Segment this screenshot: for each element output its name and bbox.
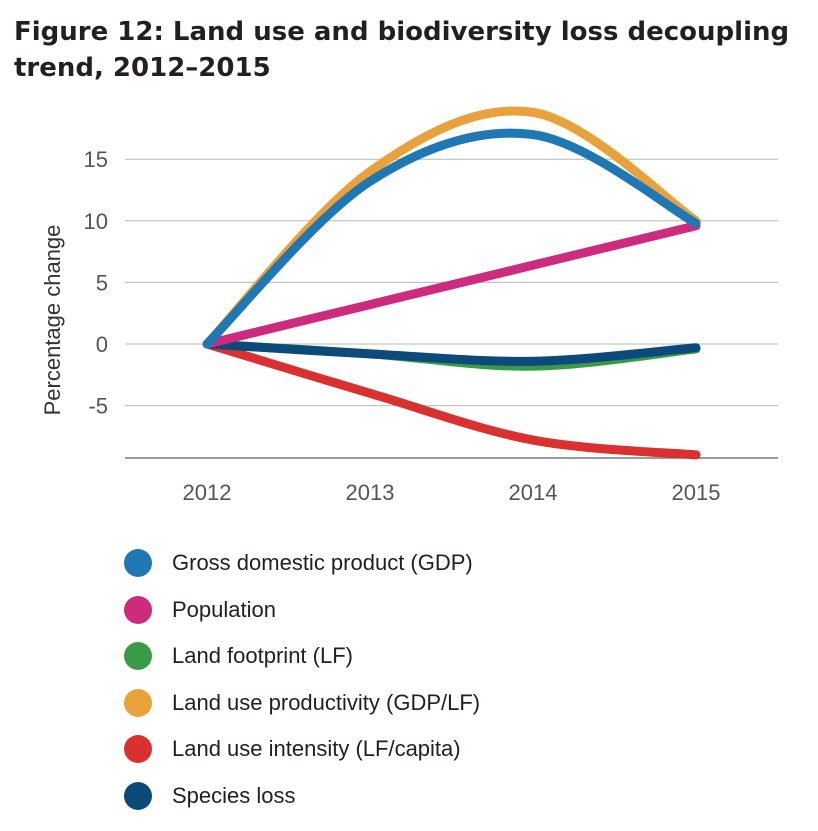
legend-label: Land use productivity (GDP/LF): [172, 689, 481, 715]
legend-label: Land use intensity (LF/capita): [172, 736, 461, 762]
y-axis-title: Percentage change: [40, 225, 65, 416]
series-line-4: [202, 339, 701, 460]
chart-title: Figure 12: Land use and biodiversity los…: [14, 17, 790, 83]
legend-swatch: [124, 642, 152, 671]
y-tick-label: 5: [96, 270, 108, 295]
legend-swatch: [124, 735, 152, 764]
y-tick-label: 10: [84, 209, 108, 234]
x-tick-label: 2013: [346, 480, 395, 505]
legend-label: Population: [172, 596, 276, 622]
legend-swatch: [124, 595, 152, 624]
legend-item: Population: [124, 587, 480, 634]
y-axis-ticks: 15 10 5 0 -5: [84, 147, 108, 418]
legend-item: Gross domestic product (GDP): [124, 540, 480, 587]
y-tick-label: 0: [96, 332, 108, 357]
y-tick-label: -5: [88, 394, 108, 419]
series-line-1: [202, 221, 701, 349]
x-axis-ticks: 2012 2013 2014 2015: [183, 480, 721, 505]
x-tick-label: 2014: [509, 480, 558, 505]
legend-item: Land footprint (LF): [124, 633, 480, 680]
legend-item: Land use intensity (LF/capita): [124, 726, 480, 773]
x-tick-label: 2015: [672, 480, 721, 505]
y-tick-label: 15: [84, 147, 108, 172]
legend-item: Species loss: [124, 773, 480, 820]
legend-swatch: [124, 688, 152, 717]
legend-item: Land use productivity (GDP/LF): [124, 680, 480, 727]
legend-label: Gross domestic product (GDP): [172, 550, 473, 576]
series-lines: [202, 106, 701, 460]
legend: Gross domestic product (GDP) Population La…: [124, 540, 480, 819]
legend-swatch: [124, 781, 152, 810]
x-tick-label: 2012: [183, 480, 232, 505]
series-line-0: [202, 128, 701, 349]
series-line-5: [202, 339, 701, 366]
line-chart: 15 10 5 0 -5 2012 2013 2014 2015 Percentage cha…: [40, 106, 778, 505]
legend-label: Species loss: [172, 782, 296, 808]
legend-label: Land footprint (LF): [172, 643, 353, 669]
legend-swatch: [124, 549, 152, 578]
